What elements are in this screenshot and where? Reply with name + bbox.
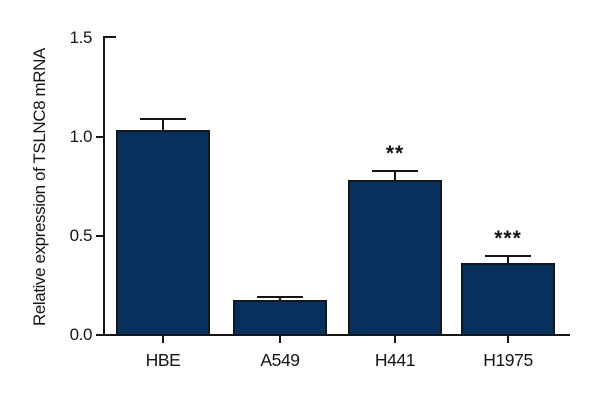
x-axis-tick [394,336,396,343]
error-bar-stem [507,254,509,263]
x-axis-tick [162,336,164,343]
error-bar-stem [394,169,396,180]
significance-marker: ** [385,141,405,165]
x-tick-label-a549: A549 [260,350,300,370]
y-axis-tick [96,136,103,138]
bar-h441 [348,179,442,336]
y-tick-label: 1.0 [69,127,93,146]
error-bar-cap [485,254,531,257]
bar-h1975 [461,262,555,336]
x-axis-tick [507,336,509,343]
bar-a549 [233,300,327,336]
x-tick-label-hbe: HBE [145,350,181,370]
error-bar-cap [140,118,186,121]
x-tick-label-h441: H441 [374,350,416,370]
error-bar-cap [372,169,418,172]
y-tick-label: 0.0 [69,325,93,344]
y-axis-line [103,36,105,336]
error-bar-stem [162,118,164,131]
x-axis-tick [279,336,281,343]
significance-marker: *** [494,226,522,250]
x-axis-line [96,334,570,336]
bar-hbe [116,130,210,336]
y-tick-label: 1.5 [69,28,93,47]
x-tick-label-h1975: H1975 [483,350,533,370]
y-axis-top-tick [103,36,116,38]
y-axis-tick [96,235,103,237]
y-axis-title: Relative expression of TSLNC8 mRNA [30,47,49,327]
error-bar-cap [257,296,303,299]
y-tick-label: 0.5 [69,226,93,245]
